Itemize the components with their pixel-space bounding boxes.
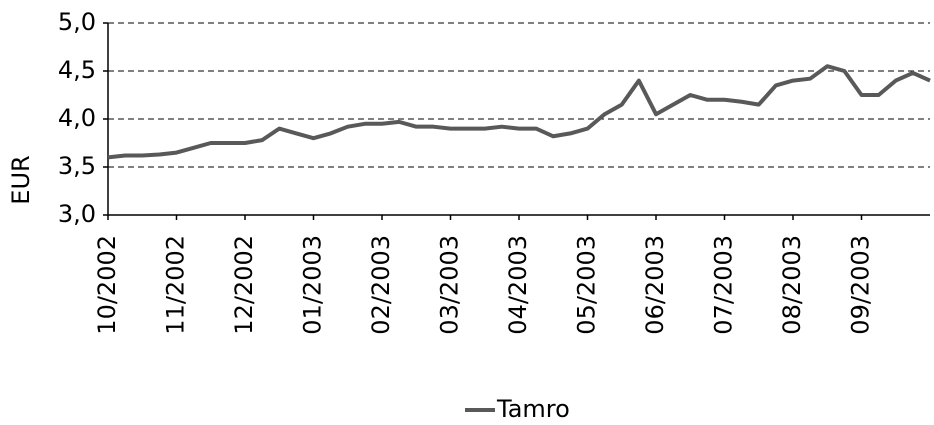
- x-tick-label: 05/2003: [573, 235, 601, 335]
- x-tick-label: 09/2003: [847, 235, 875, 335]
- y-tick-label: 3,5: [58, 152, 96, 180]
- x-tick-label: 12/2002: [230, 235, 258, 335]
- x-tick-label: 06/2003: [641, 235, 669, 335]
- y-tick-label: 4,0: [58, 104, 96, 132]
- x-tick-label: 11/2002: [162, 235, 190, 335]
- x-tick-label: 07/2003: [710, 235, 738, 335]
- x-tick-label: 02/2003: [367, 235, 395, 335]
- y-tick-label: 5,0: [58, 8, 96, 36]
- x-tick-label: 03/2003: [436, 235, 464, 335]
- y-tick-label: 4,5: [58, 56, 96, 84]
- legend-label: Tamro: [496, 395, 570, 423]
- x-tick-label: 10/2002: [93, 235, 121, 335]
- data-line: [107, 64, 931, 160]
- x-tick-label: 01/2003: [299, 235, 327, 335]
- x-tick-label: 04/2003: [504, 235, 532, 335]
- y-axis-label: EUR: [7, 155, 35, 204]
- y-tick-label: 3,0: [58, 200, 96, 228]
- x-tick-label: 08/2003: [778, 235, 806, 335]
